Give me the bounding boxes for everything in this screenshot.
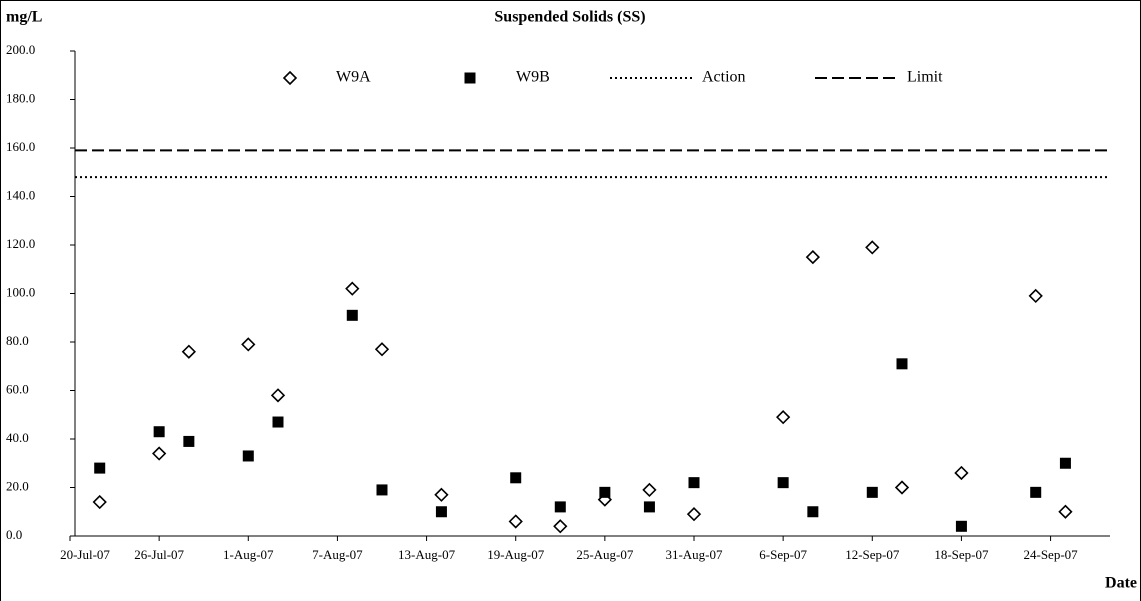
y-tick-label: 0.0 <box>6 527 22 542</box>
square-point <box>153 426 165 438</box>
square-point <box>94 462 106 474</box>
legend-label: Action <box>702 69 746 86</box>
square-point <box>688 477 700 489</box>
diamond-point <box>686 507 702 522</box>
diamond-point <box>776 410 791 425</box>
legend-label: W9A <box>336 69 371 86</box>
square-point <box>510 472 522 484</box>
y-tick-label: 120.0 <box>6 236 35 251</box>
x-tick-label: 19-Aug-07 <box>487 547 545 562</box>
legend-marker <box>464 72 476 84</box>
square-point <box>807 506 819 518</box>
square-point <box>183 435 195 447</box>
diamond-point <box>805 249 820 265</box>
diamond-point <box>508 514 523 529</box>
square-point <box>599 486 611 498</box>
x-tick-label: 12-Sep-07 <box>845 547 900 562</box>
y-tick-label: 200.0 <box>6 42 35 57</box>
y-tick-label: 180.0 <box>6 90 35 105</box>
square-point <box>435 506 447 518</box>
square-point <box>777 477 789 489</box>
x-tick-label: 18-Sep-07 <box>934 547 989 562</box>
diamond-point <box>1058 504 1073 519</box>
diamond-point <box>894 480 910 495</box>
y-tick-label: 160.0 <box>6 139 35 154</box>
square-point <box>242 450 254 462</box>
square-point <box>643 501 655 513</box>
x-tick-label: 13-Aug-07 <box>398 547 456 562</box>
x-tick-label: 24-Sep-07 <box>1023 547 1078 562</box>
x-tick-label: 25-Aug-07 <box>576 547 634 562</box>
y-tick-label: 140.0 <box>6 187 35 202</box>
square-point <box>272 416 284 428</box>
square-point <box>1030 486 1042 498</box>
square-point <box>346 309 358 321</box>
x-tick-label: 20-Jul-07 <box>60 547 110 562</box>
y-tick-label: 20.0 <box>6 478 29 493</box>
y-tick-label: 40.0 <box>6 430 29 445</box>
diamond-point <box>152 446 167 461</box>
diamond-point <box>954 465 969 481</box>
y-axis-label: mg/L <box>6 9 42 26</box>
diamond-point <box>241 337 256 352</box>
y-tick-label: 80.0 <box>6 333 29 348</box>
diamond-point <box>553 519 568 534</box>
y-tick-label: 100.0 <box>6 284 35 299</box>
y-tick-label: 60.0 <box>6 381 29 396</box>
x-axis-label: Date <box>1105 575 1137 592</box>
diamond-point <box>345 281 360 296</box>
x-tick-label: 6-Sep-07 <box>759 547 807 562</box>
diamond-point <box>374 342 390 357</box>
square-point <box>554 501 566 513</box>
diamond-point <box>1028 288 1043 304</box>
square-point <box>1059 457 1071 469</box>
square-point <box>896 358 908 370</box>
diamond-point <box>642 482 657 498</box>
square-point <box>955 520 967 532</box>
diamond-point <box>92 494 107 510</box>
x-tick-label: 1-Aug-07 <box>223 547 274 562</box>
legend-label: W9B <box>516 69 550 86</box>
x-tick-label: 31-Aug-07 <box>665 547 723 562</box>
chart-title: Suspended Solids (SS) <box>494 9 645 26</box>
x-tick-label: 7-Aug-07 <box>312 547 363 562</box>
legend-marker <box>282 70 298 86</box>
diamond-point <box>434 487 449 502</box>
diamond-point <box>181 344 196 359</box>
diamond-point <box>865 240 880 255</box>
square-point <box>376 484 388 496</box>
square-point <box>866 486 878 498</box>
x-tick-label: 26-Jul-07 <box>134 547 184 562</box>
legend-label: Limit <box>907 69 943 86</box>
diamond-point <box>270 388 286 403</box>
